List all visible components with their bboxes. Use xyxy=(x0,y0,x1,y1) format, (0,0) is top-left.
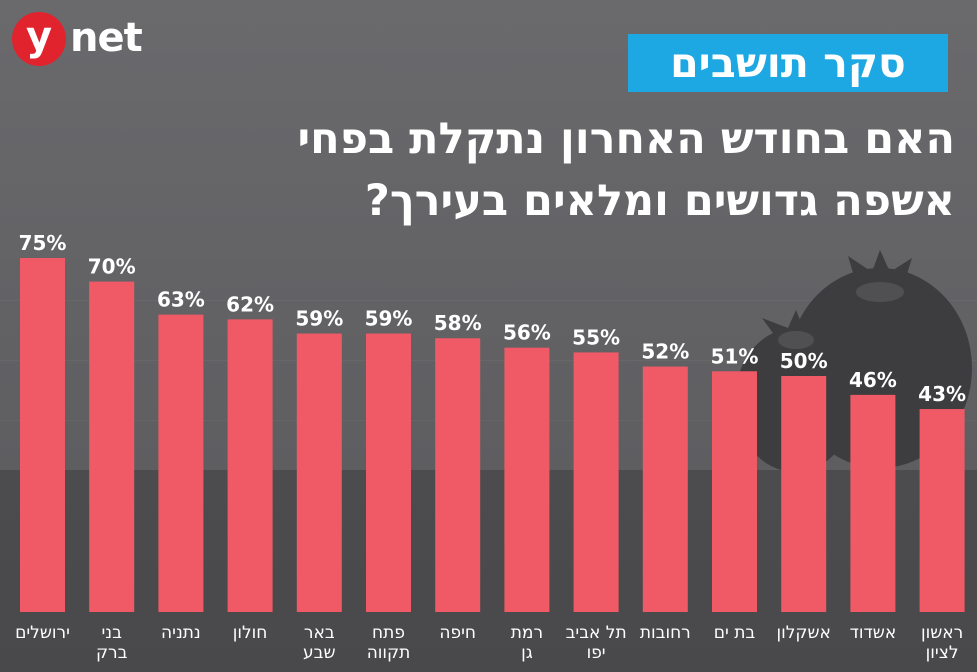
category-label-7: חיפה xyxy=(439,623,476,643)
category-label-3: נתניה xyxy=(161,623,201,643)
category-label-line: בני xyxy=(101,623,122,643)
category-label-line: חולון xyxy=(233,623,268,643)
data-label-14: 43% xyxy=(918,382,966,406)
ynet-logo[interactable]: y net xyxy=(12,12,143,68)
category-label-4: חולון xyxy=(233,623,268,643)
bar-6 xyxy=(366,333,411,612)
page-title: האם בחודש האחרון נתקלת בפחי אשפה גדושים … xyxy=(110,108,956,232)
bar-11 xyxy=(712,371,757,612)
title-line-1: האם בחודש האחרון נתקלת בפחי xyxy=(297,114,956,164)
category-label-line: ברק xyxy=(96,643,128,663)
bar-2 xyxy=(89,281,135,612)
category-label-line: באר xyxy=(304,623,335,643)
bar-12 xyxy=(781,376,827,612)
category-label-line: אשקלון xyxy=(776,623,830,643)
bar-9 xyxy=(573,352,619,612)
category-label-line: שבע xyxy=(303,643,336,663)
bar-14 xyxy=(919,409,965,612)
category-label-line: לציון xyxy=(926,643,959,663)
category-label-13: אשדוד xyxy=(850,623,897,643)
category-label-12: אשקלון xyxy=(776,623,830,643)
category-label-line: נתניה xyxy=(161,623,201,643)
bar-13 xyxy=(850,394,896,612)
data-label-6: 59% xyxy=(365,307,413,331)
category-label-line: גן xyxy=(521,643,533,663)
data-label-11: 51% xyxy=(711,344,759,368)
category-label-5: באר שבע xyxy=(303,623,336,663)
category-label-line: יפו xyxy=(587,643,606,663)
data-label-7: 58% xyxy=(434,311,482,335)
category-label-10: רחובות xyxy=(640,623,691,643)
category-label-line: רמת xyxy=(511,623,543,643)
title-line-2: אשפה גדושים ומלאים בעירך? xyxy=(364,176,955,226)
category-label-line: בת ים xyxy=(714,623,756,643)
logo-text: net xyxy=(70,15,143,61)
category-label-11: בת ים xyxy=(714,623,756,643)
category-label-9: תל אביב יפו xyxy=(566,623,627,663)
category-label-line: חיפה xyxy=(439,623,476,643)
category-label-line: רחובות xyxy=(640,623,691,643)
category-label-1: ירושלים xyxy=(15,623,70,643)
data-label-3: 63% xyxy=(157,288,205,312)
bar-3 xyxy=(158,314,204,612)
logo-mark: y xyxy=(12,12,66,66)
data-label-2: 70% xyxy=(88,255,136,279)
bar-10 xyxy=(642,366,688,612)
category-label-line: תל אביב xyxy=(566,623,627,643)
data-label-5: 59% xyxy=(295,307,343,331)
category-label-8: רמת גן xyxy=(511,623,543,663)
data-label-4: 62% xyxy=(226,292,274,316)
bar-4 xyxy=(227,319,273,612)
category-label-2: בני ברק xyxy=(96,623,128,663)
data-label-10: 52% xyxy=(641,340,689,364)
bar-5 xyxy=(296,333,342,612)
wall-texture-line xyxy=(0,300,977,301)
category-label-line: פתח xyxy=(372,623,405,643)
survey-tag: סקר תושבים xyxy=(628,34,948,92)
bar-1 xyxy=(20,258,65,612)
wall-texture-line xyxy=(0,420,977,421)
data-label-13: 46% xyxy=(849,368,897,392)
data-label-8: 56% xyxy=(503,321,551,345)
category-label-line: תקווה xyxy=(367,643,411,663)
bar-8 xyxy=(504,347,550,612)
data-label-9: 55% xyxy=(572,325,620,349)
category-label-line: ראשון xyxy=(921,623,963,643)
category-label-line: ירושלים xyxy=(15,623,70,643)
category-label-14: ראשון לציון xyxy=(921,623,963,663)
wall-texture-line xyxy=(0,360,977,361)
category-label-line: אשדוד xyxy=(850,623,897,643)
data-label-1: 75% xyxy=(19,231,67,255)
bar-7 xyxy=(435,338,481,612)
category-label-6: פתח תקווה xyxy=(367,623,411,663)
data-label-12: 50% xyxy=(780,349,828,373)
